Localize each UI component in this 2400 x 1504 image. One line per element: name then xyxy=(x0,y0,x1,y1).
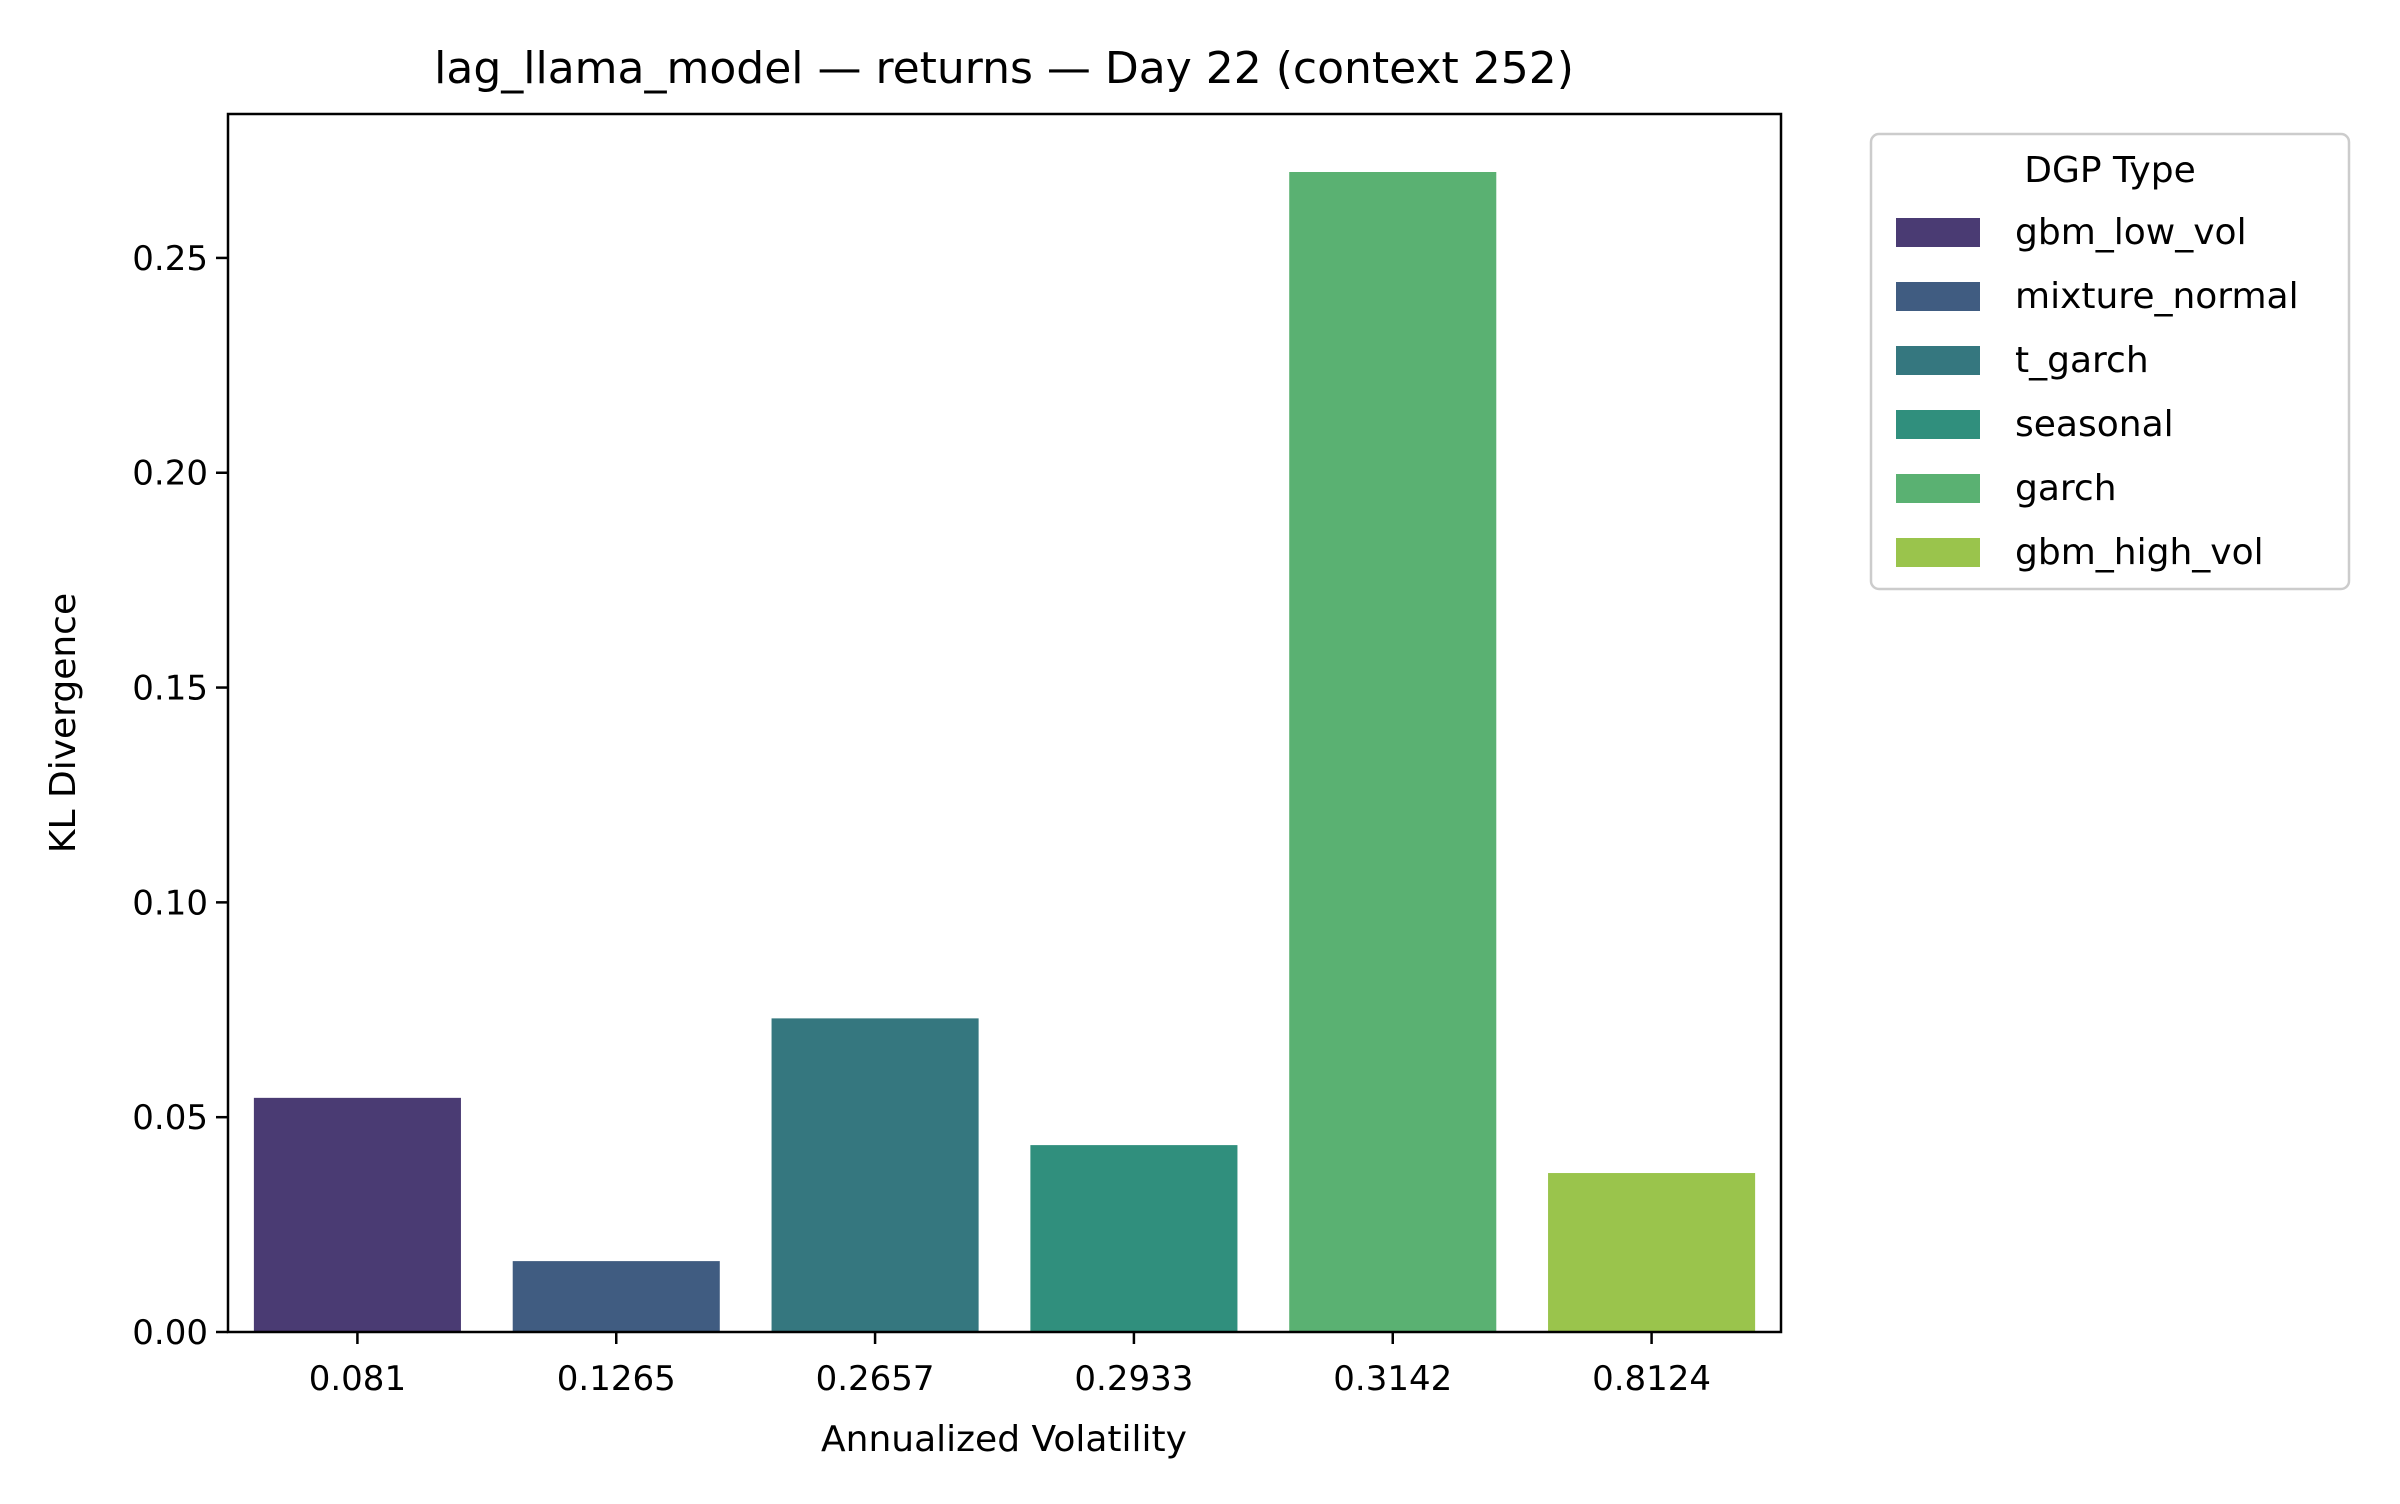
legend-swatch xyxy=(1896,538,1980,567)
legend-swatch xyxy=(1896,346,1980,375)
x-axis-label: Annualized Volatility xyxy=(821,1419,1187,1460)
bar-mixture-normal xyxy=(512,1261,720,1332)
legend-swatch xyxy=(1896,410,1980,439)
y-tick-label: 0.05 xyxy=(132,1098,208,1138)
plot-frame xyxy=(226,112,1783,1334)
x-tick-label: 0.3142 xyxy=(1333,1359,1452,1399)
y-axis-label: KL Divergence xyxy=(43,593,84,853)
legend-label: gbm_high_vol xyxy=(2015,532,2264,573)
legend-label: gbm_low_vol xyxy=(2015,212,2247,253)
x-tick-label: 0.8124 xyxy=(1592,1359,1711,1399)
x-tick-label: 0.2933 xyxy=(1074,1359,1193,1399)
legend-title: DGP Type xyxy=(2024,150,2195,191)
legend-frame xyxy=(1869,132,2351,591)
y-tick-label: 0.10 xyxy=(132,883,208,923)
x-tick-label: 0.2657 xyxy=(816,1359,935,1399)
legend-label: garch xyxy=(2015,468,2117,509)
bar-t-garch xyxy=(771,1018,979,1332)
legend-label: seasonal xyxy=(2015,404,2174,445)
legend-swatch xyxy=(1896,218,1980,247)
y-tick-label: 0.15 xyxy=(132,669,208,709)
bar-garch xyxy=(1289,172,1497,1332)
legend-label: mixture_normal xyxy=(2015,276,2299,317)
x-tick-label: 0.1265 xyxy=(557,1359,676,1399)
y-tick-label: 0.00 xyxy=(132,1313,208,1353)
y-tick-label: 0.25 xyxy=(132,239,208,279)
y-tick-label: 0.20 xyxy=(132,454,208,494)
bar-gbm-low-vol xyxy=(253,1097,461,1332)
bar-seasonal xyxy=(1030,1145,1238,1332)
legend-swatch xyxy=(1896,474,1980,503)
legend: DGP Type gbm_low_vol mixture_normal t_garc… xyxy=(1869,132,2351,591)
legend-swatch xyxy=(1896,282,1980,311)
bar-gbm-high-vol xyxy=(1548,1173,1756,1332)
legend-label: t_garch xyxy=(2015,340,2149,381)
x-tick-label: 0.081 xyxy=(309,1359,406,1399)
chart-title: lag_llama_model — returns — Day 22 (cont… xyxy=(434,43,1574,94)
